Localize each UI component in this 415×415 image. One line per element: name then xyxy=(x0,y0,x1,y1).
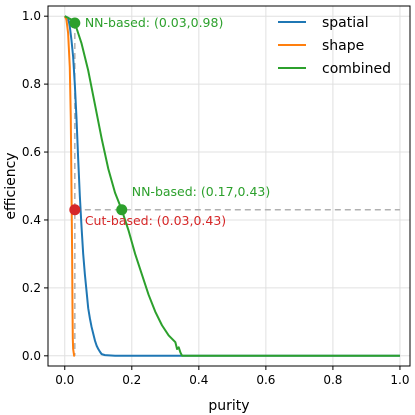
marker-label: NN-based: (0.03,0.98) xyxy=(85,15,224,30)
y-ticks: 0.0 0.2 0.4 0.6 0.8 1.0 xyxy=(22,9,48,363)
x-tick-label: 0.0 xyxy=(55,373,74,387)
series-line-shape xyxy=(63,15,76,357)
y-tick-label: 0.8 xyxy=(22,77,41,91)
marker-point xyxy=(116,204,128,216)
marker-label: NN-based: (0.17,0.43) xyxy=(132,184,271,199)
grid xyxy=(48,6,410,366)
y-tick-label: 1.0 xyxy=(22,9,41,23)
x-axis-title: purity xyxy=(208,398,249,414)
x-tick-label: 0.4 xyxy=(189,373,208,387)
x-tick-label: 0.2 xyxy=(122,373,141,387)
legend-label-spatial: spatial xyxy=(322,15,369,31)
plot-frame xyxy=(47,5,411,367)
y-tick-label: 0.2 xyxy=(22,281,41,295)
marker-point xyxy=(69,204,81,216)
y-tick-label: 0.6 xyxy=(22,145,41,159)
y-axis-title: efficiency xyxy=(3,152,19,219)
legend-label-combined: combined xyxy=(322,61,391,77)
y-tick-label: 0.4 xyxy=(22,213,41,227)
x-tick-label: 0.6 xyxy=(256,373,275,387)
x-ticks: 0.0 0.2 0.4 0.6 0.8 1.0 xyxy=(55,366,409,387)
plot-area xyxy=(48,6,410,366)
legend: spatial shape combined xyxy=(278,15,391,77)
series-line-combined xyxy=(64,15,400,357)
series-line-spatial xyxy=(64,15,400,357)
legend-label-shape: shape xyxy=(322,38,364,54)
x-tick-label: 1.0 xyxy=(390,373,409,387)
marker-label: Cut-based: (0.03,0.43) xyxy=(85,213,226,228)
markers: NN-based: (0.03,0.98) NN-based: (0.17,0.4… xyxy=(69,15,270,228)
marker-point xyxy=(69,17,81,29)
x-tick-label: 0.8 xyxy=(323,373,342,387)
y-tick-label: 0.0 xyxy=(22,349,41,363)
series-lines xyxy=(63,15,400,357)
